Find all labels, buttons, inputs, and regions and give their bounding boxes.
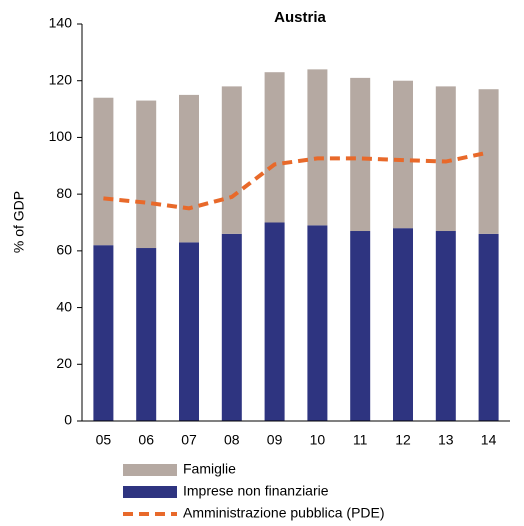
y-axis-label: % of GDP (11, 191, 27, 253)
x-tick-label: 12 (395, 432, 411, 448)
bar (221, 233, 242, 421)
legend-label: Imprese non finanziarie (183, 483, 329, 499)
bar (478, 89, 499, 234)
chart-title: Austria (274, 9, 326, 26)
bar (221, 86, 242, 234)
bar (93, 97, 114, 246)
y-tick-label: 40 (56, 298, 72, 314)
bar (136, 100, 157, 249)
y-tick-label: 20 (56, 355, 72, 371)
legend-swatch (123, 464, 177, 476)
x-tick-label: 06 (138, 432, 154, 448)
bar (93, 245, 114, 421)
x-tick-label: 14 (481, 432, 497, 448)
bar (350, 231, 371, 421)
x-tick-label: 10 (310, 432, 326, 448)
x-tick-label: 07 (181, 432, 197, 448)
bar (350, 77, 371, 232)
bar (435, 86, 456, 232)
x-tick-label: 13 (438, 432, 454, 448)
y-tick-label: 120 (49, 71, 73, 87)
bar (136, 248, 157, 421)
x-tick-label: 11 (353, 432, 368, 448)
bar (307, 69, 328, 226)
bar (435, 231, 456, 421)
y-tick-label: 0 (64, 412, 72, 428)
bar (393, 228, 413, 421)
x-tick-label: 05 (96, 432, 112, 448)
y-tick-label: 140 (49, 15, 73, 31)
bar (478, 233, 499, 421)
legend-label: Amministrazione pubblica (PDE) (183, 505, 385, 521)
y-tick-label: 80 (56, 185, 72, 201)
bar (179, 242, 199, 421)
x-tick-label: 08 (224, 432, 240, 448)
bar (264, 72, 285, 223)
bar (393, 80, 413, 229)
line (103, 150, 490, 211)
x-tick-label: 09 (267, 432, 283, 448)
legend-label: Famiglie (183, 461, 236, 477)
bar (179, 94, 199, 243)
bar (307, 225, 328, 421)
legend-swatch (123, 486, 177, 498)
y-tick-label: 60 (56, 242, 72, 258)
bar (264, 222, 285, 421)
y-tick-label: 100 (49, 128, 73, 144)
